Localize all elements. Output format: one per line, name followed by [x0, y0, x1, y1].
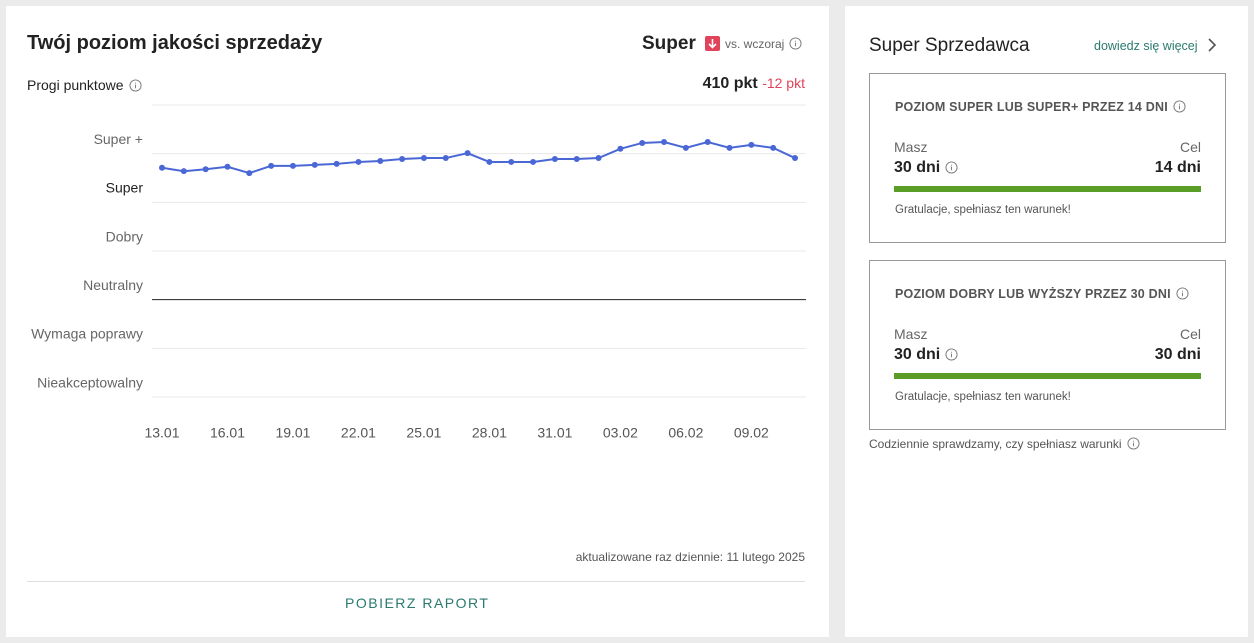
have-text: 30 dni	[894, 346, 941, 363]
requirement-heading: POZIOM SUPER LUB SUPER+ PRZEZ 14 DNI	[895, 100, 1186, 114]
point	[639, 139, 646, 146]
title: Twój poziom jakości sprzedaży	[27, 32, 323, 54]
x-tick-label: 28.01	[472, 425, 507, 441]
progress-bar	[894, 186, 1201, 192]
progress-bar	[894, 373, 1201, 379]
y-tick-label: Super	[106, 180, 144, 196]
y-tick-label: Neutralny	[83, 277, 143, 293]
thresholds-label: Progi punktowe	[27, 77, 142, 93]
target-label: Cel	[1179, 326, 1201, 342]
point	[159, 164, 165, 171]
point	[268, 162, 275, 169]
have-label: Masz	[894, 139, 928, 155]
info-icon[interactable]	[945, 348, 958, 361]
target-label: Cel	[1179, 139, 1201, 155]
point	[464, 150, 471, 157]
requirement-message: Gratulacje, spełniasz ten warunek!	[895, 204, 1071, 216]
more-link-text[interactable]: dowiedz się więcej	[1094, 39, 1198, 53]
info-icon[interactable]	[1176, 287, 1189, 300]
info-icon[interactable]	[1173, 100, 1186, 113]
point	[726, 144, 733, 151]
point	[748, 141, 755, 148]
point	[224, 163, 231, 170]
x-tick-label: 09.02	[734, 425, 769, 441]
comparison-text: vs. wczoraj	[725, 37, 785, 51]
point	[704, 138, 711, 145]
more-link[interactable]: dowiedz się więcej	[1094, 38, 1218, 53]
comparison: vs. wczoraj	[725, 37, 802, 51]
divider	[27, 581, 805, 582]
x-tick-label: 25.01	[406, 425, 441, 441]
chevron[interactable]	[1206, 38, 1218, 52]
x-tick-label: 06.02	[668, 425, 703, 441]
have-text: 30 dni	[894, 159, 941, 176]
point	[682, 144, 689, 151]
point	[770, 144, 777, 151]
x-tick-label: 22.01	[341, 425, 376, 441]
y-tick-label: Dobry	[106, 228, 143, 244]
target-value: 30 dni	[1154, 346, 1201, 363]
point	[420, 155, 427, 162]
point	[289, 162, 296, 169]
point	[617, 145, 624, 152]
seller-footer: Codziennie sprawdzamy, czy spełniasz war…	[869, 437, 1140, 451]
score-value: 410 pkt	[702, 75, 758, 92]
point	[661, 138, 668, 145]
info-icon[interactable]	[945, 161, 958, 174]
updated: aktualizowane raz dziennie: 11 lutego 20…	[575, 550, 805, 564]
point	[551, 156, 558, 163]
x-tick-label: 13.01	[144, 425, 179, 441]
have-label: Masz	[894, 326, 928, 342]
footer-text: Codziennie sprawdzamy, czy spełniasz war…	[869, 437, 1122, 451]
level: Super	[642, 33, 696, 54]
info-icon[interactable]	[789, 37, 802, 50]
info-icon[interactable]	[1127, 437, 1140, 450]
x-tick-label: 03.02	[603, 425, 638, 441]
seller-title: Super Sprzedawca	[869, 35, 1030, 56]
x-tick-label: 19.01	[275, 425, 310, 441]
point	[595, 155, 602, 162]
requirement-box: POZIOM SUPER LUB SUPER+ PRZEZ 14 DNI Mas…	[869, 73, 1226, 243]
quality-card: Nieakceptowalny Wymaga poprawy Neutralny Do…	[6, 6, 829, 637]
point	[530, 158, 537, 165]
chart: Nieakceptowalny Wymaga poprawy Neutralny Do…	[31, 104, 806, 441]
requirement-heading: POZIOM DOBRY LUB WYŻSZY PRZEZ 30 DNI	[895, 287, 1189, 301]
score: 410 pkt -12 pkt	[703, 75, 805, 93]
heading-text: POZIOM DOBRY LUB WYŻSZY PRZEZ 30 DNI	[895, 287, 1171, 301]
point	[333, 160, 340, 167]
point	[180, 168, 187, 175]
score-change: -12 pkt	[762, 75, 805, 91]
point	[202, 166, 209, 173]
point	[355, 158, 362, 165]
y-tick-label: Nieakceptowalny	[37, 374, 143, 390]
requirement-box: POZIOM DOBRY LUB WYŻSZY PRZEZ 30 DNI Mas…	[869, 260, 1226, 430]
have-value: 30 dni	[894, 159, 958, 177]
line	[161, 140, 796, 175]
x-tick-label: 16.01	[210, 425, 245, 441]
down-icon	[705, 36, 720, 51]
point	[442, 155, 449, 162]
thresholds-text: Progi punktowe	[27, 77, 124, 93]
y-tick-label: Wymaga poprawy	[31, 326, 143, 342]
point	[792, 155, 798, 162]
point	[486, 158, 493, 165]
point	[377, 157, 384, 164]
x-tick-label: 31.01	[537, 425, 572, 441]
download-button[interactable]: POBIERZ RAPORT	[345, 595, 490, 611]
seller-card: Super Sprzedawca dowiedz się więcej POZI…	[845, 6, 1248, 637]
point	[311, 161, 318, 168]
point	[246, 170, 253, 177]
heading-text: POZIOM SUPER LUB SUPER+ PRZEZ 14 DNI	[895, 100, 1168, 114]
target-value: 14 dni	[1154, 159, 1201, 176]
y-tick-label: Super +	[94, 131, 143, 147]
have-value: 30 dni	[894, 346, 958, 364]
point	[573, 156, 580, 163]
point	[508, 158, 515, 165]
info-icon[interactable]	[128, 79, 142, 92]
requirement-message: Gratulacje, spełniasz ten warunek!	[895, 391, 1071, 403]
point	[399, 156, 406, 163]
